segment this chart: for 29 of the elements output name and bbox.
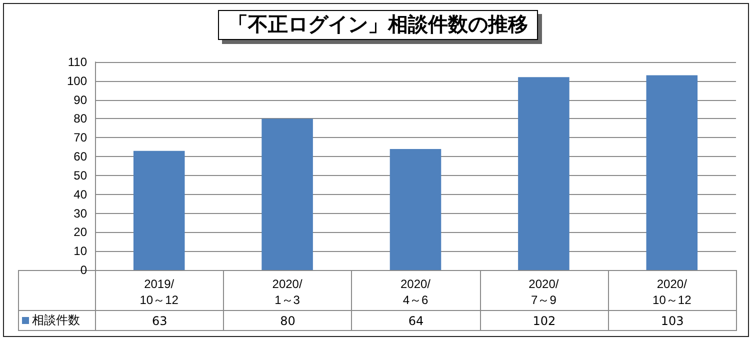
y-tick-label: 50 <box>74 168 88 182</box>
x-tick-label: 2020/ 7～9 <box>528 277 560 307</box>
y-tick-label: 100 <box>66 74 88 88</box>
x-tick-label: 2020/ 10～12 <box>652 277 692 307</box>
y-tick-label: 30 <box>74 206 88 220</box>
x-tick-label: 2019/ 10～12 <box>140 277 179 307</box>
y-tick-label: 10 <box>74 244 88 258</box>
bar <box>518 77 570 270</box>
y-tick-label: 70 <box>74 130 88 145</box>
bar <box>133 150 185 270</box>
y-tick-label: 40 <box>74 187 88 202</box>
bar <box>390 148 442 270</box>
bar <box>646 75 698 270</box>
chart-title: 「不正ログイン」相談件数の推移 <box>228 13 528 36</box>
y-tick-label: 80 <box>74 112 88 126</box>
x-tick-label: 2020/ 4～6 <box>400 277 432 307</box>
y-tick-label: 60 <box>74 150 88 164</box>
y-tick-label: 20 <box>74 225 88 240</box>
legend-label: 相談件数 <box>32 313 80 327</box>
data-label: 103 <box>608 310 736 330</box>
data-label: 64 <box>352 310 480 330</box>
data-label: 80 <box>224 310 352 330</box>
data-label: 102 <box>480 310 608 330</box>
x-tick-label: 2020/ 1～3 <box>272 277 303 307</box>
y-tick-label: 0 <box>80 263 88 277</box>
data-label: 63 <box>96 310 224 330</box>
y-tick-label: 110 <box>68 55 88 69</box>
bar <box>262 118 313 270</box>
y-tick-label: 90 <box>74 92 88 107</box>
